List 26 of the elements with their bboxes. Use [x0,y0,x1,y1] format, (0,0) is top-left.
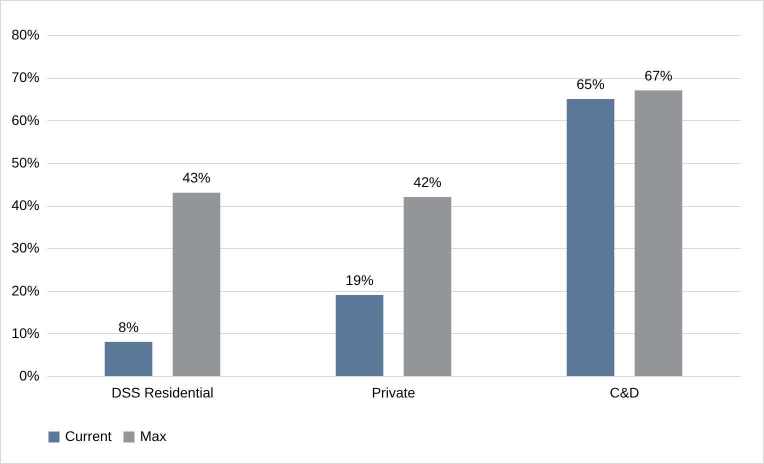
x-tick-label: DSS Residential [112,384,214,400]
bar [566,98,614,376]
legend-label: Max [140,428,166,444]
y-tick-label: 10% [11,324,40,341]
data-label: 43% [182,170,210,186]
data-label: 42% [413,174,442,190]
bar [634,90,682,376]
data-label: 8% [118,318,139,335]
y-tick-label: 70% [11,69,40,86]
y-tick-label: 60% [11,112,40,128]
y-tick-label: 20% [11,282,40,298]
y-tick-label: 0% [19,368,40,384]
bar [404,196,452,376]
y-tick-label: 30% [11,240,40,256]
bar [172,192,220,376]
y-tick-label: 40% [11,197,40,213]
data-label: 67% [644,67,672,84]
y-tick-label: 80% [11,26,40,42]
data-label: 65% [576,76,605,92]
bar [336,295,384,376]
data-label: 19% [346,272,374,288]
x-tick-label: Private [372,384,416,400]
x-tick-label: C&D [610,384,640,400]
y-tick-label: 50% [11,154,40,170]
bar [104,342,152,376]
legend-label: Current [65,428,112,444]
